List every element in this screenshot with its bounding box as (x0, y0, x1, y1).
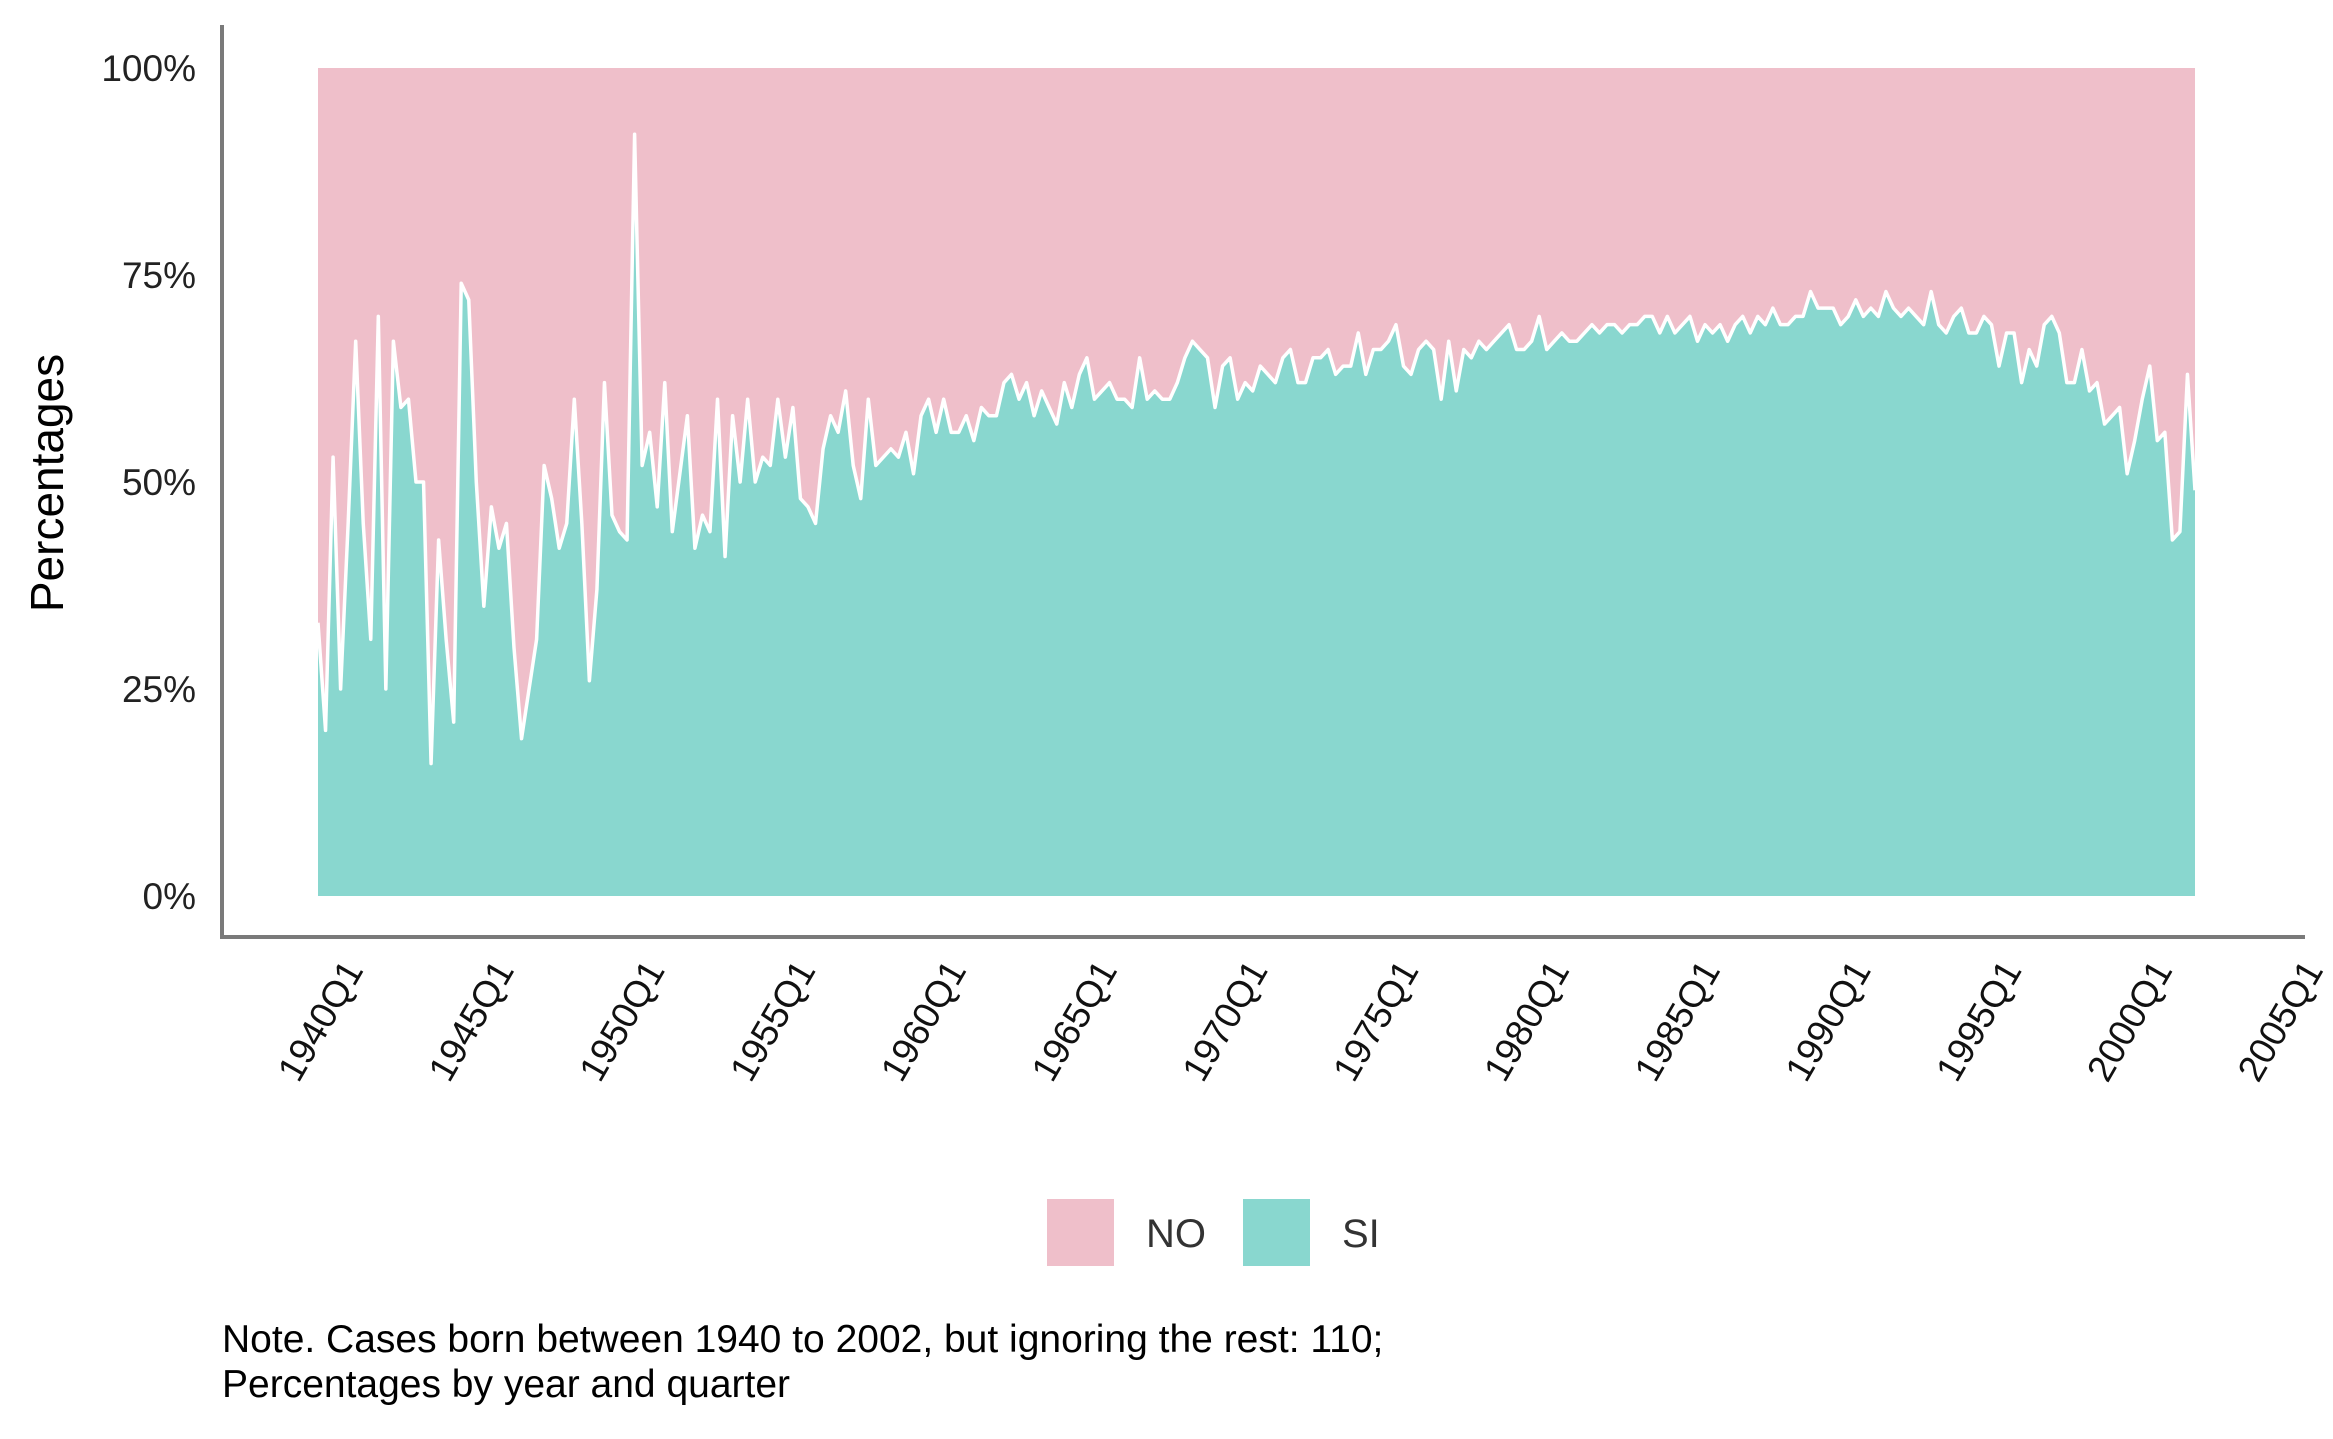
x-tick-label: 1990Q1 (1777, 954, 1878, 1089)
legend-label-si: SI (1342, 1212, 1380, 1256)
x-tick-label: 1995Q1 (1928, 954, 2029, 1089)
area-si (318, 134, 2195, 897)
x-tick-label: 1960Q1 (873, 954, 974, 1089)
x-tick-label: 1940Q1 (270, 954, 371, 1089)
x-tick-label: 1950Q1 (571, 954, 672, 1089)
x-tick-label: 1985Q1 (1627, 954, 1728, 1089)
x-tick-label: 1965Q1 (1024, 954, 1125, 1089)
x-tick-label: 2000Q1 (2079, 954, 2180, 1089)
y-tick-labels: 0% 25% 50% 75% 100% (101, 48, 196, 917)
y-tick-label: 0% (143, 876, 196, 917)
axes (220, 25, 2305, 939)
x-tick-label: 1975Q1 (1325, 954, 1426, 1089)
legend-swatch-no (1047, 1199, 1114, 1266)
x-tick-labels: 1940Q1 1945Q1 1950Q1 1955Q1 1960Q1 1965Q1 1970… (270, 954, 2331, 1089)
y-axis-title: Percentages (21, 354, 73, 612)
x-tick-label: 2005Q1 (2230, 954, 2331, 1089)
legend-label-no: NO (1146, 1212, 1206, 1256)
y-tick-label: 100% (101, 48, 196, 89)
footnote-line-2: Percentages by year and quarter (222, 1363, 791, 1406)
footnote-line-1: Note. Cases born between 1940 to 2002, b… (222, 1318, 1384, 1361)
x-tick-label: 1980Q1 (1476, 954, 1577, 1089)
x-tick-label: 1955Q1 (722, 954, 823, 1089)
legend: NO SI (1047, 1199, 1380, 1266)
x-tick-label: 1945Q1 (420, 954, 521, 1089)
y-tick-label: 50% (122, 462, 196, 503)
y-tick-label: 25% (122, 669, 196, 710)
legend-swatch-si (1243, 1199, 1310, 1266)
area-boundary-line (316, 132, 2197, 766)
x-tick-label: 1970Q1 (1174, 954, 1275, 1089)
plot-area (316, 68, 2197, 897)
y-tick-label: 75% (122, 255, 196, 296)
